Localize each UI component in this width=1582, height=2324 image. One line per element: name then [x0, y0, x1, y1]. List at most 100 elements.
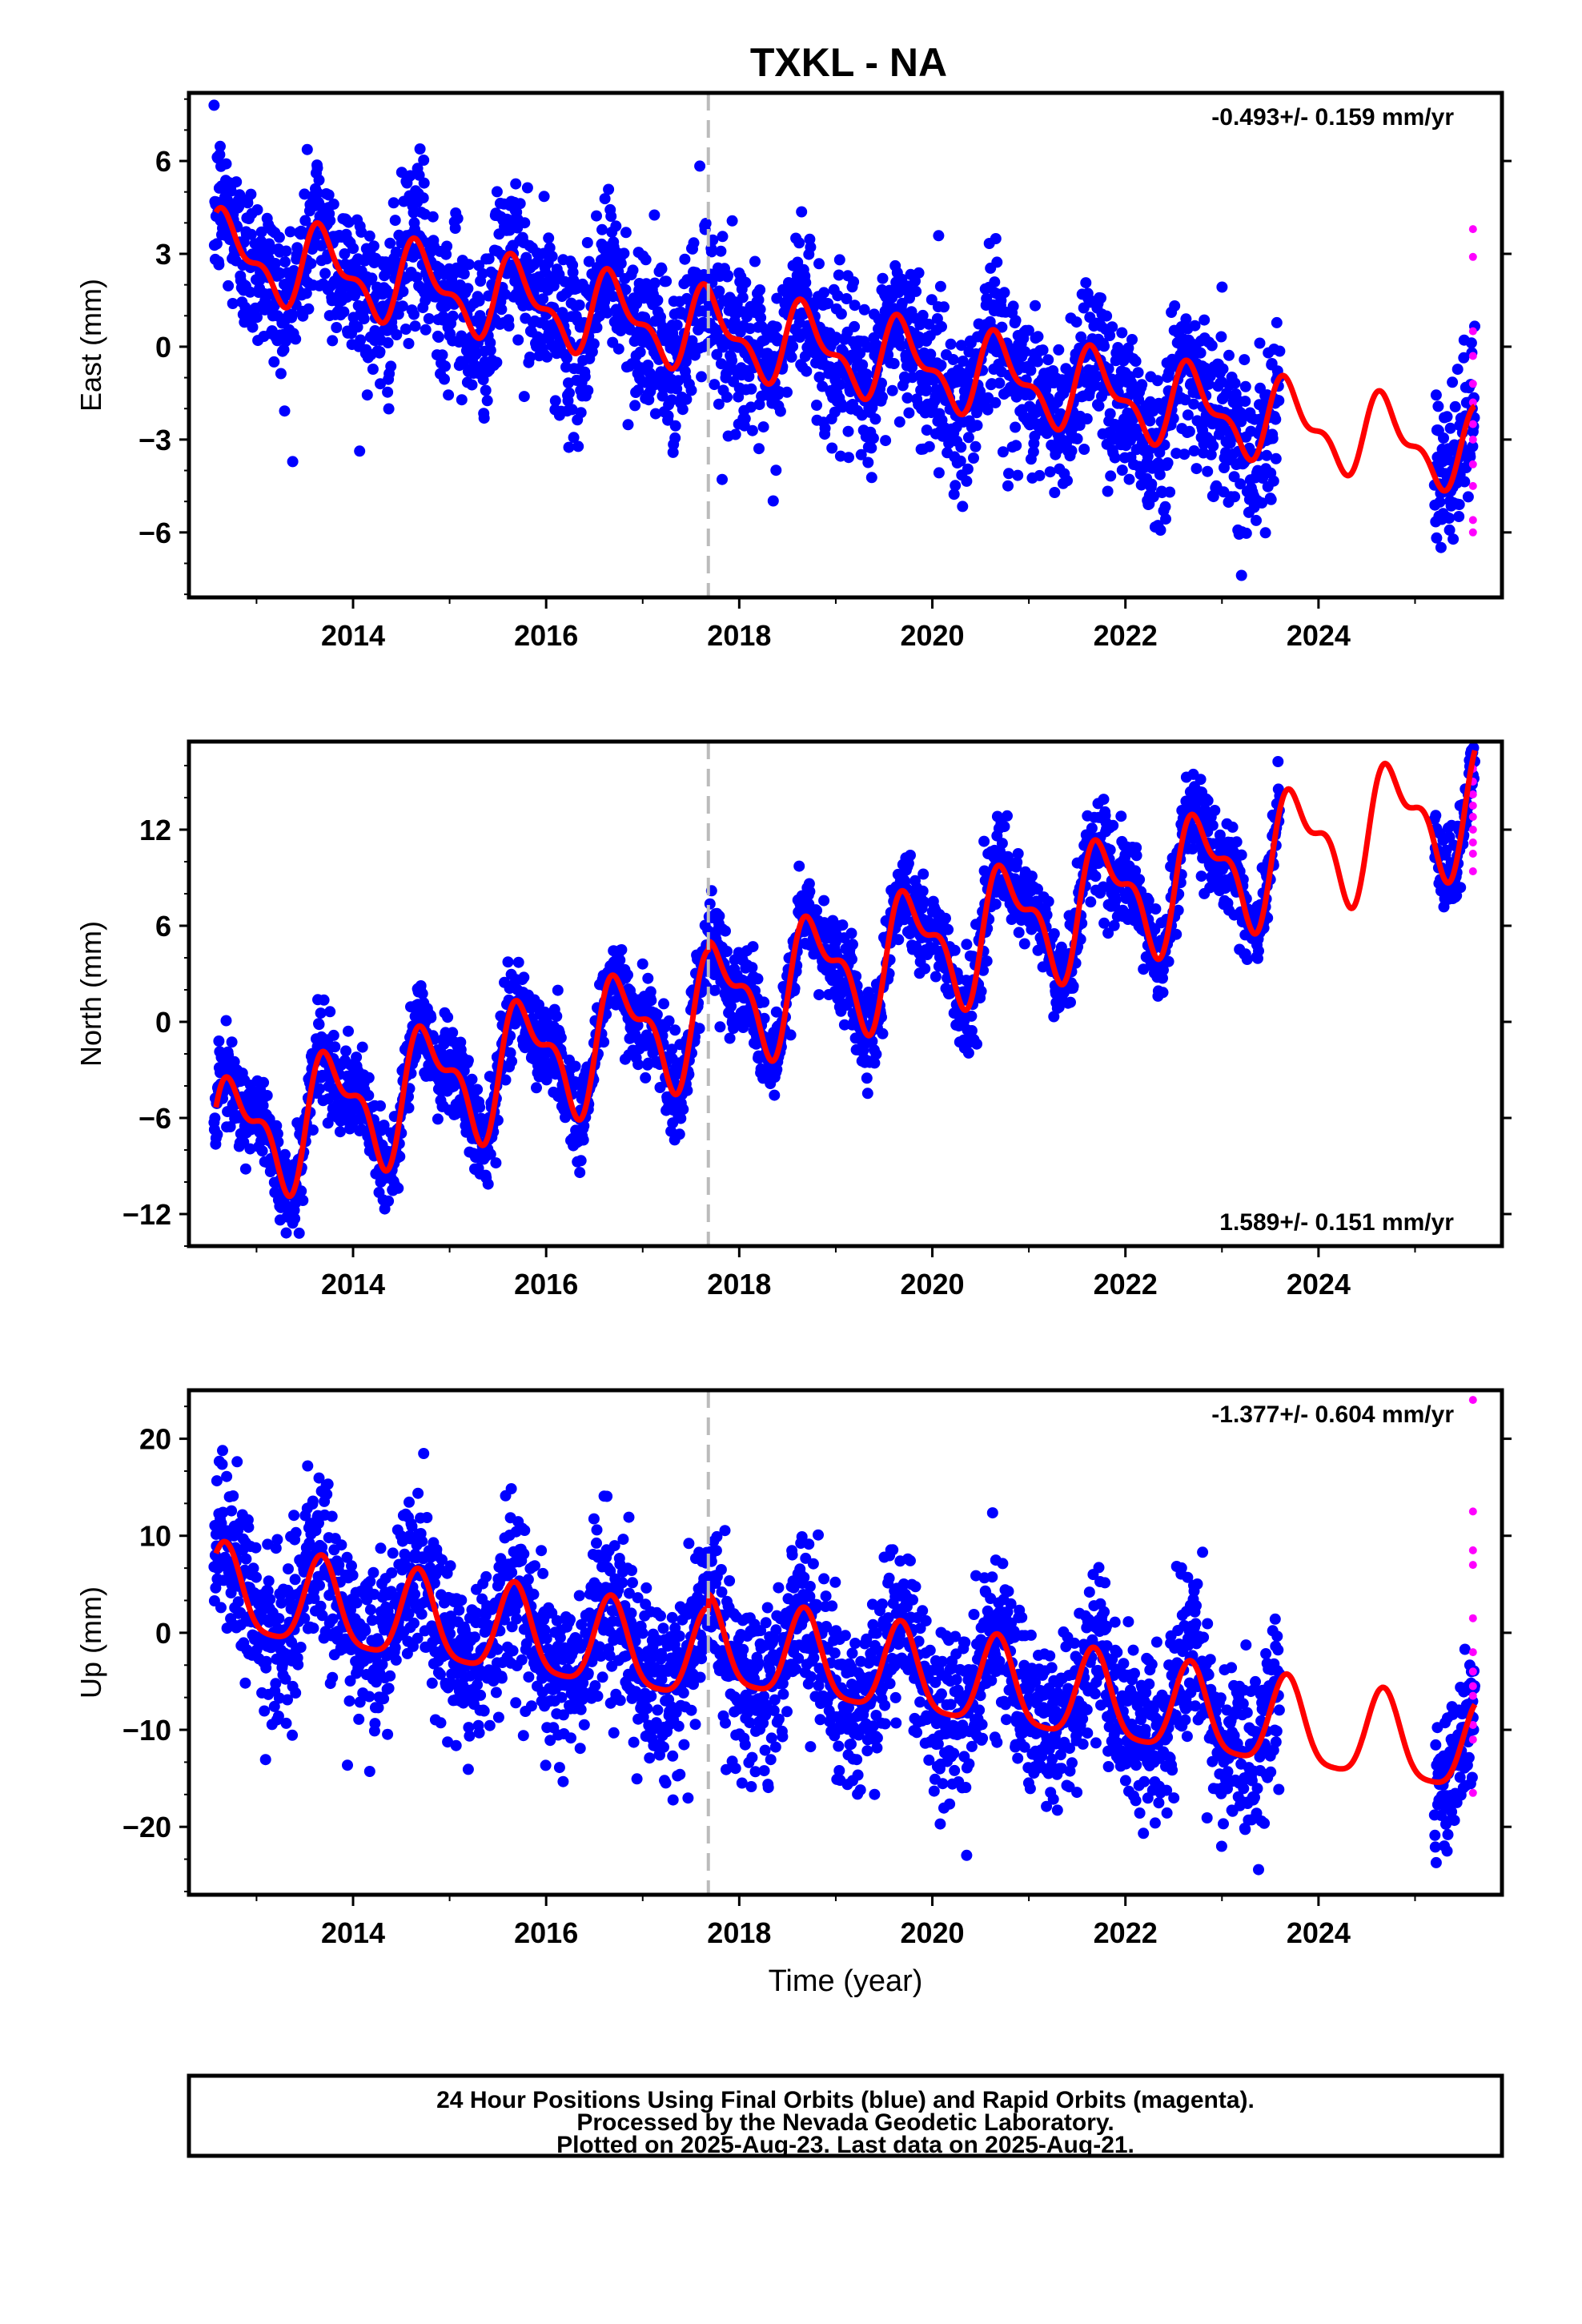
- data-point: [1018, 938, 1030, 950]
- data-point: [418, 155, 430, 166]
- data-point: [1037, 344, 1049, 356]
- data-point: [427, 211, 439, 223]
- y-tick-label: −3: [139, 424, 171, 456]
- data-point: [1062, 475, 1073, 487]
- data-point: [245, 188, 257, 200]
- data-point: [1081, 413, 1093, 424]
- data-point: [1434, 496, 1446, 508]
- data-point: [290, 333, 302, 345]
- data-point: [374, 346, 386, 358]
- data-point: [331, 322, 343, 333]
- data-point: [503, 320, 515, 332]
- data-point: [1199, 314, 1211, 326]
- data-point: [634, 346, 646, 358]
- data-point: [351, 321, 363, 333]
- data-point: [714, 1021, 726, 1033]
- data-point: [598, 1036, 610, 1048]
- data-point: [832, 290, 844, 302]
- data-point: [745, 383, 757, 395]
- data-point: [1105, 470, 1117, 482]
- data-point: [599, 193, 611, 205]
- data-point: [1132, 367, 1144, 379]
- data-point: [1024, 389, 1036, 401]
- data-point: [334, 1126, 346, 1138]
- rapid-data-point: [1468, 420, 1477, 428]
- data-point: [1109, 452, 1121, 464]
- data-point: [705, 246, 717, 258]
- data-point: [804, 886, 816, 898]
- data-point: [318, 994, 330, 1006]
- data-point: [1430, 389, 1442, 401]
- data-point: [858, 304, 870, 316]
- data-point: [506, 1055, 518, 1068]
- data-point: [1019, 346, 1031, 358]
- data-point: [1216, 281, 1228, 293]
- data-point: [1239, 380, 1251, 392]
- data-point: [1217, 363, 1229, 375]
- data-point: [813, 258, 825, 270]
- data-point: [564, 387, 575, 399]
- data-point: [774, 405, 786, 417]
- data-point: [1257, 472, 1269, 484]
- data-point: [752, 973, 764, 985]
- data-point: [227, 298, 239, 309]
- data-point: [1447, 533, 1460, 545]
- data-point: [355, 226, 367, 238]
- data-point: [538, 191, 550, 203]
- data-point: [312, 187, 323, 199]
- x-tick-label: 2020: [900, 619, 964, 652]
- data-point: [841, 293, 853, 304]
- data-point: [673, 1128, 685, 1140]
- data-point: [694, 160, 706, 172]
- data-point: [307, 1124, 319, 1136]
- data-point: [496, 304, 508, 316]
- data-point: [363, 1072, 375, 1084]
- rapid-data-point: [1468, 516, 1477, 525]
- data-point: [327, 198, 339, 210]
- data-point: [669, 420, 681, 432]
- data-point: [724, 1032, 736, 1044]
- data-point: [340, 1045, 351, 1057]
- data-point: [1126, 334, 1138, 345]
- data-point: [901, 392, 913, 404]
- data-point: [629, 400, 641, 412]
- data-point: [458, 268, 470, 279]
- data-point: [1027, 446, 1039, 458]
- data-point: [1090, 870, 1102, 883]
- data-point: [1251, 514, 1262, 526]
- chart-title: TXKL - NA: [750, 40, 947, 85]
- data-point: [363, 230, 375, 242]
- data-point: [1443, 524, 1456, 536]
- model-line: [213, 204, 1476, 494]
- data-point: [319, 267, 331, 279]
- y-tick-label: 3: [155, 238, 171, 271]
- data-point: [361, 389, 373, 401]
- data-point: [1102, 485, 1114, 497]
- data-point: [755, 312, 767, 324]
- data-point: [671, 319, 683, 331]
- data-point: [582, 384, 594, 396]
- data-point: [1044, 466, 1056, 478]
- data-point: [877, 272, 889, 284]
- data-point: [787, 340, 799, 352]
- final-orbit-points: [208, 742, 1480, 1239]
- data-point: [707, 234, 719, 246]
- x-tick-label: 2018: [707, 619, 771, 652]
- data-point: [1188, 398, 1199, 410]
- x-tick-label: 2016: [514, 619, 578, 652]
- data-point: [339, 248, 351, 259]
- data-point: [1224, 437, 1236, 449]
- data-point: [1106, 321, 1118, 333]
- data-point: [1136, 379, 1148, 391]
- data-point: [301, 143, 313, 155]
- data-point: [620, 227, 632, 239]
- data-point: [1443, 513, 1456, 525]
- data-point: [383, 403, 395, 415]
- data-point: [251, 312, 263, 324]
- data-point: [713, 910, 725, 922]
- data-point: [279, 405, 291, 417]
- data-point: [679, 253, 691, 265]
- data-point: [1169, 300, 1181, 312]
- data-point: [913, 267, 925, 279]
